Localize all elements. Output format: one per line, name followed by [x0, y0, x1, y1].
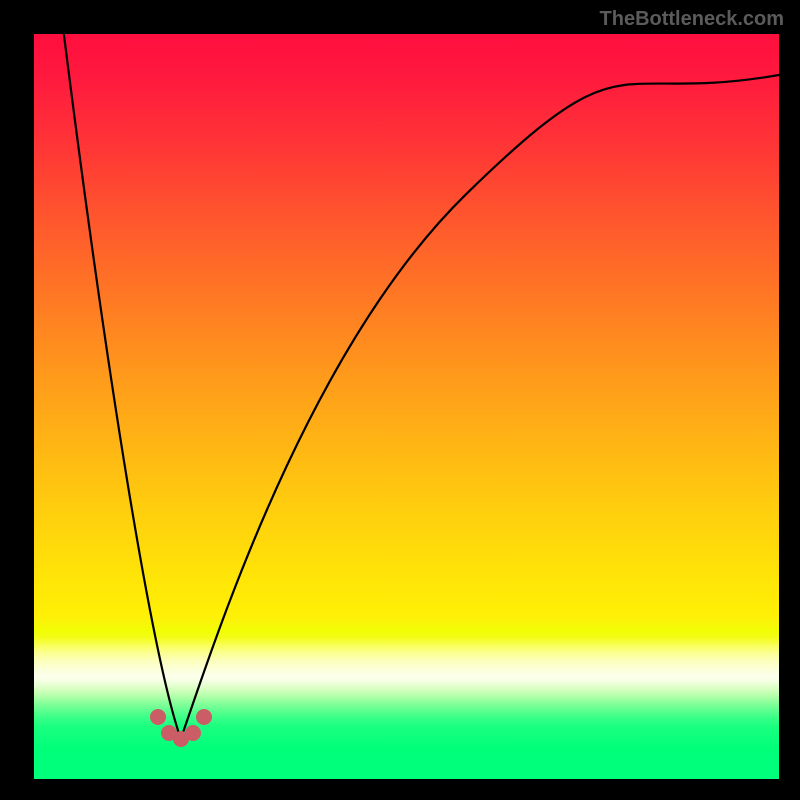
watermark-text: TheBottleneck.com [600, 8, 784, 31]
cusp-marker [185, 725, 201, 741]
cusp-marker [196, 709, 212, 725]
plot-area [34, 34, 779, 779]
cusp-marker [150, 709, 166, 725]
gradient-background [34, 34, 779, 779]
chart-canvas: TheBottleneck.com [0, 0, 800, 800]
